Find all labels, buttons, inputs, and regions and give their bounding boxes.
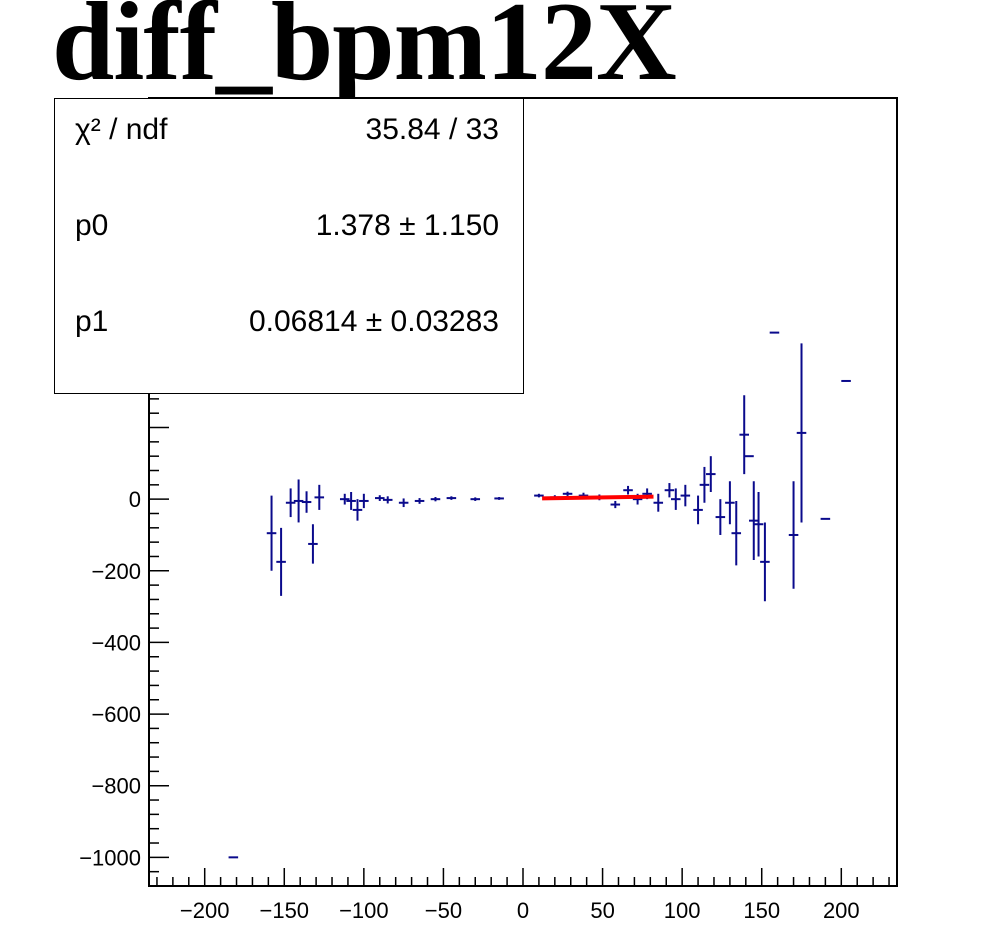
data-point xyxy=(731,500,742,566)
data-point xyxy=(739,395,749,475)
x-tick-label: −50 xyxy=(425,898,462,923)
data-point xyxy=(430,497,441,502)
stat-row-p1: p1 0.06814 ± 0.03283 xyxy=(75,305,499,345)
x-tick-label: −100 xyxy=(339,898,389,923)
data-point xyxy=(339,493,350,505)
x-tick-label: −200 xyxy=(180,898,230,923)
y-tick-label: −400 xyxy=(91,630,141,655)
data-point xyxy=(293,479,304,523)
x-tick-label: 200 xyxy=(823,898,860,923)
y-tick-label: 0 xyxy=(129,487,141,512)
data-point xyxy=(308,524,318,564)
data-point xyxy=(748,481,759,561)
data-point xyxy=(699,466,710,503)
data-point xyxy=(788,481,799,589)
data-point xyxy=(680,484,691,507)
data-point xyxy=(382,496,393,504)
stat-value-p1: 0.06814 ± 0.03283 xyxy=(248,305,499,338)
x-tick-label: 0 xyxy=(517,898,529,923)
stat-label-p1: p1 xyxy=(75,305,109,338)
stat-value-chi2: 35.84 / 33 xyxy=(365,113,499,146)
data-point xyxy=(706,456,716,492)
x-tick-label: −150 xyxy=(259,898,309,923)
data-point xyxy=(374,495,385,501)
stat-value-p0: 1.378 ± 1.150 xyxy=(315,209,499,242)
fit-line xyxy=(542,494,654,501)
x-tick-label: 50 xyxy=(590,898,614,923)
data-point xyxy=(623,485,633,495)
stat-label-chi2: χ² / ndf xyxy=(75,113,168,146)
data-point xyxy=(266,495,277,571)
data-point xyxy=(664,483,675,498)
data-point xyxy=(653,493,664,512)
chart-axes: −200 −150 −100 −50 0 50 100 150 200 −1000 −800 −600… xyxy=(79,97,898,923)
stats-box: χ² / ndf 35.84 / 33 p0 1.378 ± 1.150 p1 … xyxy=(54,98,524,394)
data-point xyxy=(725,481,735,525)
chart-title: diff_bpm12X xyxy=(52,0,677,104)
data-point xyxy=(753,492,764,557)
y-tick-label: −200 xyxy=(91,559,141,584)
data-point xyxy=(346,492,356,510)
data-point xyxy=(301,491,312,513)
chart-fit xyxy=(542,494,654,501)
y-tick-label: −600 xyxy=(91,702,141,727)
y-tick-label: −800 xyxy=(91,774,141,799)
data-point xyxy=(414,498,425,504)
data-point xyxy=(534,493,544,498)
x-tick-label: 150 xyxy=(743,898,780,923)
chart-points xyxy=(228,331,851,859)
data-point xyxy=(285,488,296,518)
data-point xyxy=(671,488,681,510)
data-point xyxy=(610,500,621,509)
data-point xyxy=(715,499,726,535)
data-point xyxy=(276,527,286,596)
x-tick-label: 100 xyxy=(664,898,701,923)
stat-row-chi2: χ² / ndf 35.84 / 33 xyxy=(75,113,499,153)
data-point xyxy=(494,497,504,500)
y-tick-label: −1000 xyxy=(79,845,141,870)
data-point xyxy=(562,491,573,496)
data-point xyxy=(796,343,807,523)
data-point xyxy=(470,497,481,501)
data-point xyxy=(760,522,770,602)
data-point xyxy=(398,498,409,508)
data-point xyxy=(446,496,457,500)
data-point xyxy=(352,499,363,521)
stat-label-p0: p0 xyxy=(75,209,109,242)
data-point xyxy=(314,484,325,510)
stat-row-p0: p0 1.378 ± 1.150 xyxy=(75,209,499,249)
data-point xyxy=(693,495,703,525)
data-point xyxy=(359,493,369,509)
